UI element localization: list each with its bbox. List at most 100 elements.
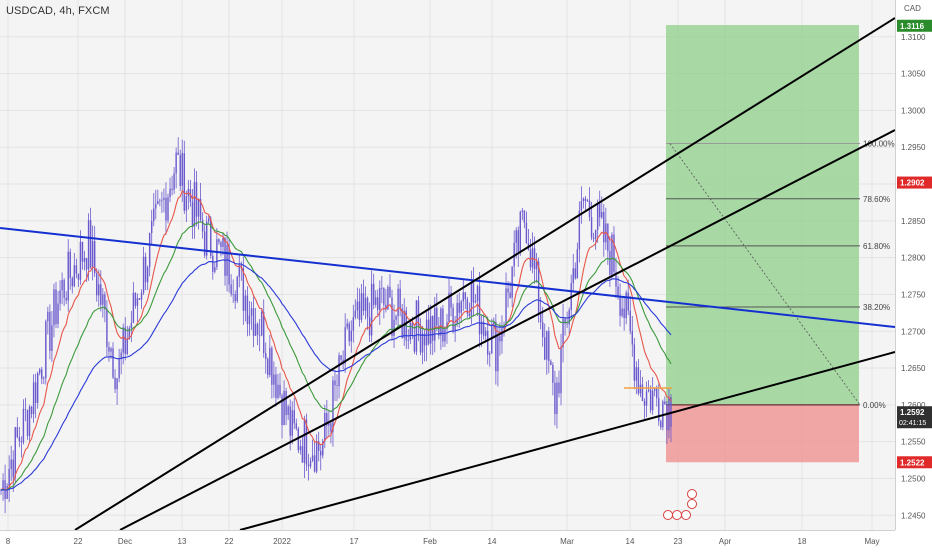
candle-body: [578, 210, 581, 250]
candle-body: [157, 201, 159, 205]
candle-body: [501, 328, 503, 342]
candle-body: [293, 410, 295, 424]
price-scale[interactable]: CAD 1.31001.30501.30001.29501.29001.2850…: [895, 0, 932, 530]
candle-body: [112, 348, 114, 378]
candle-body: [98, 284, 100, 296]
candle-body: [222, 237, 224, 247]
ema-slow-line: [0, 259, 672, 491]
price-chart[interactable]: 100.00% 78.60% 61.80% 38.20% 0.00%: [0, 0, 896, 531]
candle-body: [429, 316, 432, 344]
candle-body: [224, 237, 226, 276]
candle-body: [191, 202, 194, 227]
candle-body: [660, 421, 662, 428]
candle-body: [210, 218, 212, 256]
ema-mid-line: [0, 221, 672, 491]
price-tick-label: 1.3100: [901, 33, 926, 42]
candle-body: [601, 212, 603, 218]
candle-body: [116, 378, 118, 390]
candle-body: [649, 389, 652, 411]
candle-body: [0, 490, 2, 491]
candle-body: [262, 312, 265, 354]
candle-body: [434, 307, 436, 341]
candle-body: [279, 384, 281, 396]
candle-body: [79, 241, 82, 280]
candle-body: [442, 308, 444, 342]
candle-body: [161, 199, 163, 201]
candle-body: [517, 230, 519, 253]
candle-body: [666, 404, 668, 431]
candle-body: [326, 413, 328, 426]
time-scale[interactable]: 8 22 Dec 13 22 2022 17 Feb 14 Mar 14 23 Apr 18 May: [0, 530, 895, 551]
fibonacci-levels: 100.00% 78.60% 61.80% 38.20% 0.00%: [666, 140, 895, 410]
candle-body: [57, 303, 59, 325]
candle-body: [427, 319, 430, 344]
candle-body: [173, 173, 175, 190]
candle-body: [454, 323, 456, 332]
candle-body: [558, 382, 560, 394]
price-tag-label: 1.2522: [900, 458, 925, 467]
time-tick-label: Dec: [118, 537, 132, 546]
candle-body: [250, 308, 253, 316]
chart-plot-area[interactable]: 100.00% 78.60% 61.80% 38.20% 0.00% USDCAD, 4…: [0, 0, 896, 531]
candle-body: [43, 378, 45, 379]
candle-body: [203, 231, 206, 256]
candle-body: [552, 364, 554, 383]
candle-body: [423, 333, 426, 346]
candle-body: [383, 287, 385, 305]
candle-body: [252, 308, 255, 336]
candle-body: [554, 382, 556, 415]
candle-body: [523, 210, 526, 223]
candle-body: [277, 384, 279, 398]
candle-body: [59, 290, 61, 304]
candle-body: [574, 268, 576, 279]
candle-body: [391, 297, 393, 336]
candle-body: [269, 347, 271, 376]
candle-body: [146, 267, 149, 283]
candle-body: [550, 361, 552, 365]
candle-body: [212, 255, 214, 272]
candle-body: [472, 282, 475, 303]
candle-body: [234, 294, 236, 302]
candle-body: [75, 265, 78, 274]
candle-body: [566, 323, 568, 325]
candle-body: [85, 258, 88, 270]
candle-body: [421, 333, 424, 353]
candle-body: [108, 347, 110, 352]
candle-body: [539, 313, 542, 323]
candle-body: [417, 300, 420, 326]
candle-body: [647, 389, 650, 392]
candle-body: [163, 197, 165, 200]
event-markers: [663, 489, 697, 520]
candle-body: [201, 219, 204, 232]
candle-body: [246, 295, 249, 325]
candle-body: [419, 325, 422, 353]
candle-body: [254, 323, 257, 336]
candle-body: [611, 234, 613, 275]
candle-body: [220, 242, 222, 247]
time-tick-label: May: [864, 537, 879, 546]
candle-body: [287, 406, 289, 416]
candle-body: [529, 249, 532, 268]
candle-body: [114, 377, 116, 390]
candle-body: [381, 287, 383, 289]
candle-body: [450, 292, 452, 308]
fib-level-label: 61.80%: [863, 242, 890, 251]
time-tick-label: Mar: [560, 537, 574, 546]
candle-body: [372, 283, 375, 305]
candle-body: [285, 391, 287, 416]
candle-body: [283, 391, 285, 426]
candle-body: [631, 331, 634, 345]
candle-body: [179, 154, 181, 187]
candle-body: [330, 423, 332, 432]
price-tick-label: 1.2800: [901, 254, 926, 263]
candle-body: [625, 292, 627, 319]
candle-body: [228, 245, 230, 285]
candle-body: [544, 337, 546, 360]
fib-level-label: 0.00%: [863, 401, 886, 410]
candle-body: [55, 289, 57, 325]
candle-body: [377, 297, 379, 310]
price-tag-label: 1.2902: [900, 179, 925, 188]
candle-body: [18, 437, 21, 442]
candle-body: [462, 292, 464, 302]
economic-event-icon: [681, 510, 691, 520]
